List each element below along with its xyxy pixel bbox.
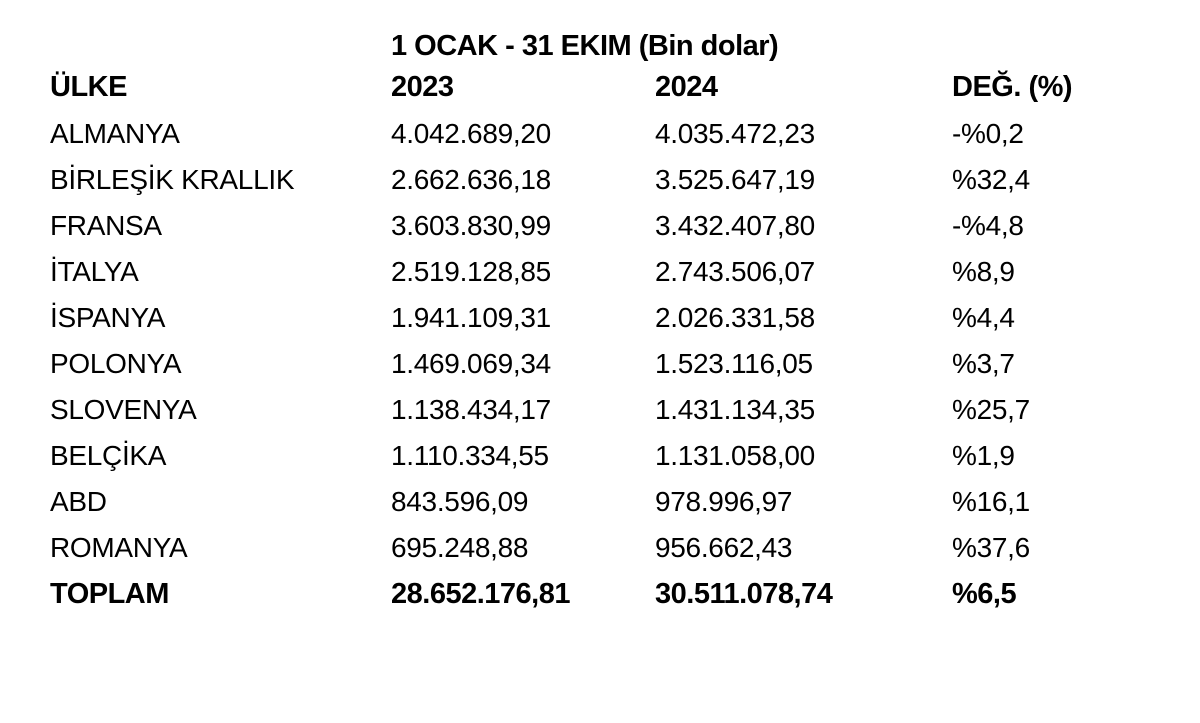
cell-2024: 1.131.058,00 xyxy=(655,440,952,472)
cell-country: İTALYA xyxy=(50,256,391,288)
total-label: TOPLAM xyxy=(50,578,391,611)
cell-change: %8,9 xyxy=(952,256,1150,288)
header-change: DEĞ. (%) xyxy=(952,71,1150,104)
table-row: POLONYA1.469.069,341.523.116,05%3,7 xyxy=(50,348,1150,380)
cell-2023: 4.042.689,20 xyxy=(391,118,655,150)
cell-change: -%4,8 xyxy=(952,210,1150,242)
cell-2023: 1.941.109,31 xyxy=(391,302,655,334)
export-table: 1 OCAK - 31 EKIM (Bin dolar) ÜLKE 2023 2… xyxy=(50,30,1150,611)
cell-2024: 3.525.647,19 xyxy=(655,164,952,196)
cell-2023: 1.469.069,34 xyxy=(391,348,655,380)
table-row: İTALYA2.519.128,852.743.506,07%8,9 xyxy=(50,256,1150,288)
cell-change: %3,7 xyxy=(952,348,1150,380)
cell-2024: 1.431.134,35 xyxy=(655,394,952,426)
table-title-row: 1 OCAK - 31 EKIM (Bin dolar) xyxy=(50,30,1150,63)
table-row: SLOVENYA1.138.434,171.431.134,35%25,7 xyxy=(50,394,1150,426)
cell-country: FRANSA xyxy=(50,210,391,242)
cell-2024: 2.743.506,07 xyxy=(655,256,952,288)
total-2024: 30.511.078,74 xyxy=(655,578,952,611)
total-2023: 28.652.176,81 xyxy=(391,578,655,611)
cell-2024: 956.662,43 xyxy=(655,532,952,564)
cell-2023: 2.519.128,85 xyxy=(391,256,655,288)
cell-country: BELÇİKA xyxy=(50,440,391,472)
header-2023: 2023 xyxy=(391,71,655,104)
cell-change: %25,7 xyxy=(952,394,1150,426)
cell-country: ALMANYA xyxy=(50,118,391,150)
cell-2024: 978.996,97 xyxy=(655,486,952,518)
table-header-row: ÜLKE 2023 2024 DEĞ. (%) xyxy=(50,71,1150,104)
cell-2024: 3.432.407,80 xyxy=(655,210,952,242)
cell-change: %16,1 xyxy=(952,486,1150,518)
cell-2024: 1.523.116,05 xyxy=(655,348,952,380)
table-body: ALMANYA4.042.689,204.035.472,23-%0,2 BİRL… xyxy=(50,118,1150,564)
cell-country: ROMANYA xyxy=(50,532,391,564)
cell-2024: 4.035.472,23 xyxy=(655,118,952,150)
table-row: ABD843.596,09978.996,97%16,1 xyxy=(50,486,1150,518)
table-title: 1 OCAK - 31 EKIM (Bin dolar) xyxy=(391,30,778,63)
cell-change: %37,6 xyxy=(952,532,1150,564)
table-row: ALMANYA4.042.689,204.035.472,23-%0,2 xyxy=(50,118,1150,150)
cell-2023: 3.603.830,99 xyxy=(391,210,655,242)
cell-country: SLOVENYA xyxy=(50,394,391,426)
cell-2023: 2.662.636,18 xyxy=(391,164,655,196)
cell-change: %32,4 xyxy=(952,164,1150,196)
table-row: BİRLEŞİK KRALLIK2.662.636,183.525.647,19… xyxy=(50,164,1150,196)
cell-2024: 2.026.331,58 xyxy=(655,302,952,334)
total-change: %6,5 xyxy=(952,578,1150,611)
table-row: ROMANYA695.248,88956.662,43%37,6 xyxy=(50,532,1150,564)
header-2024: 2024 xyxy=(655,71,952,104)
cell-change: -%0,2 xyxy=(952,118,1150,150)
cell-change: %1,9 xyxy=(952,440,1150,472)
cell-country: ABD xyxy=(50,486,391,518)
cell-country: İSPANYA xyxy=(50,302,391,334)
header-country: ÜLKE xyxy=(50,71,391,104)
cell-2023: 695.248,88 xyxy=(391,532,655,564)
cell-country: POLONYA xyxy=(50,348,391,380)
cell-2023: 1.138.434,17 xyxy=(391,394,655,426)
cell-2023: 1.110.334,55 xyxy=(391,440,655,472)
table-row: FRANSA3.603.830,993.432.407,80-%4,8 xyxy=(50,210,1150,242)
cell-2023: 843.596,09 xyxy=(391,486,655,518)
table-row: BELÇİKA1.110.334,551.131.058,00%1,9 xyxy=(50,440,1150,472)
table-row: İSPANYA1.941.109,312.026.331,58%4,4 xyxy=(50,302,1150,334)
cell-country: BİRLEŞİK KRALLIK xyxy=(50,164,391,196)
cell-change: %4,4 xyxy=(952,302,1150,334)
table-total-row: TOPLAM 28.652.176,81 30.511.078,74 %6,5 xyxy=(50,578,1150,611)
